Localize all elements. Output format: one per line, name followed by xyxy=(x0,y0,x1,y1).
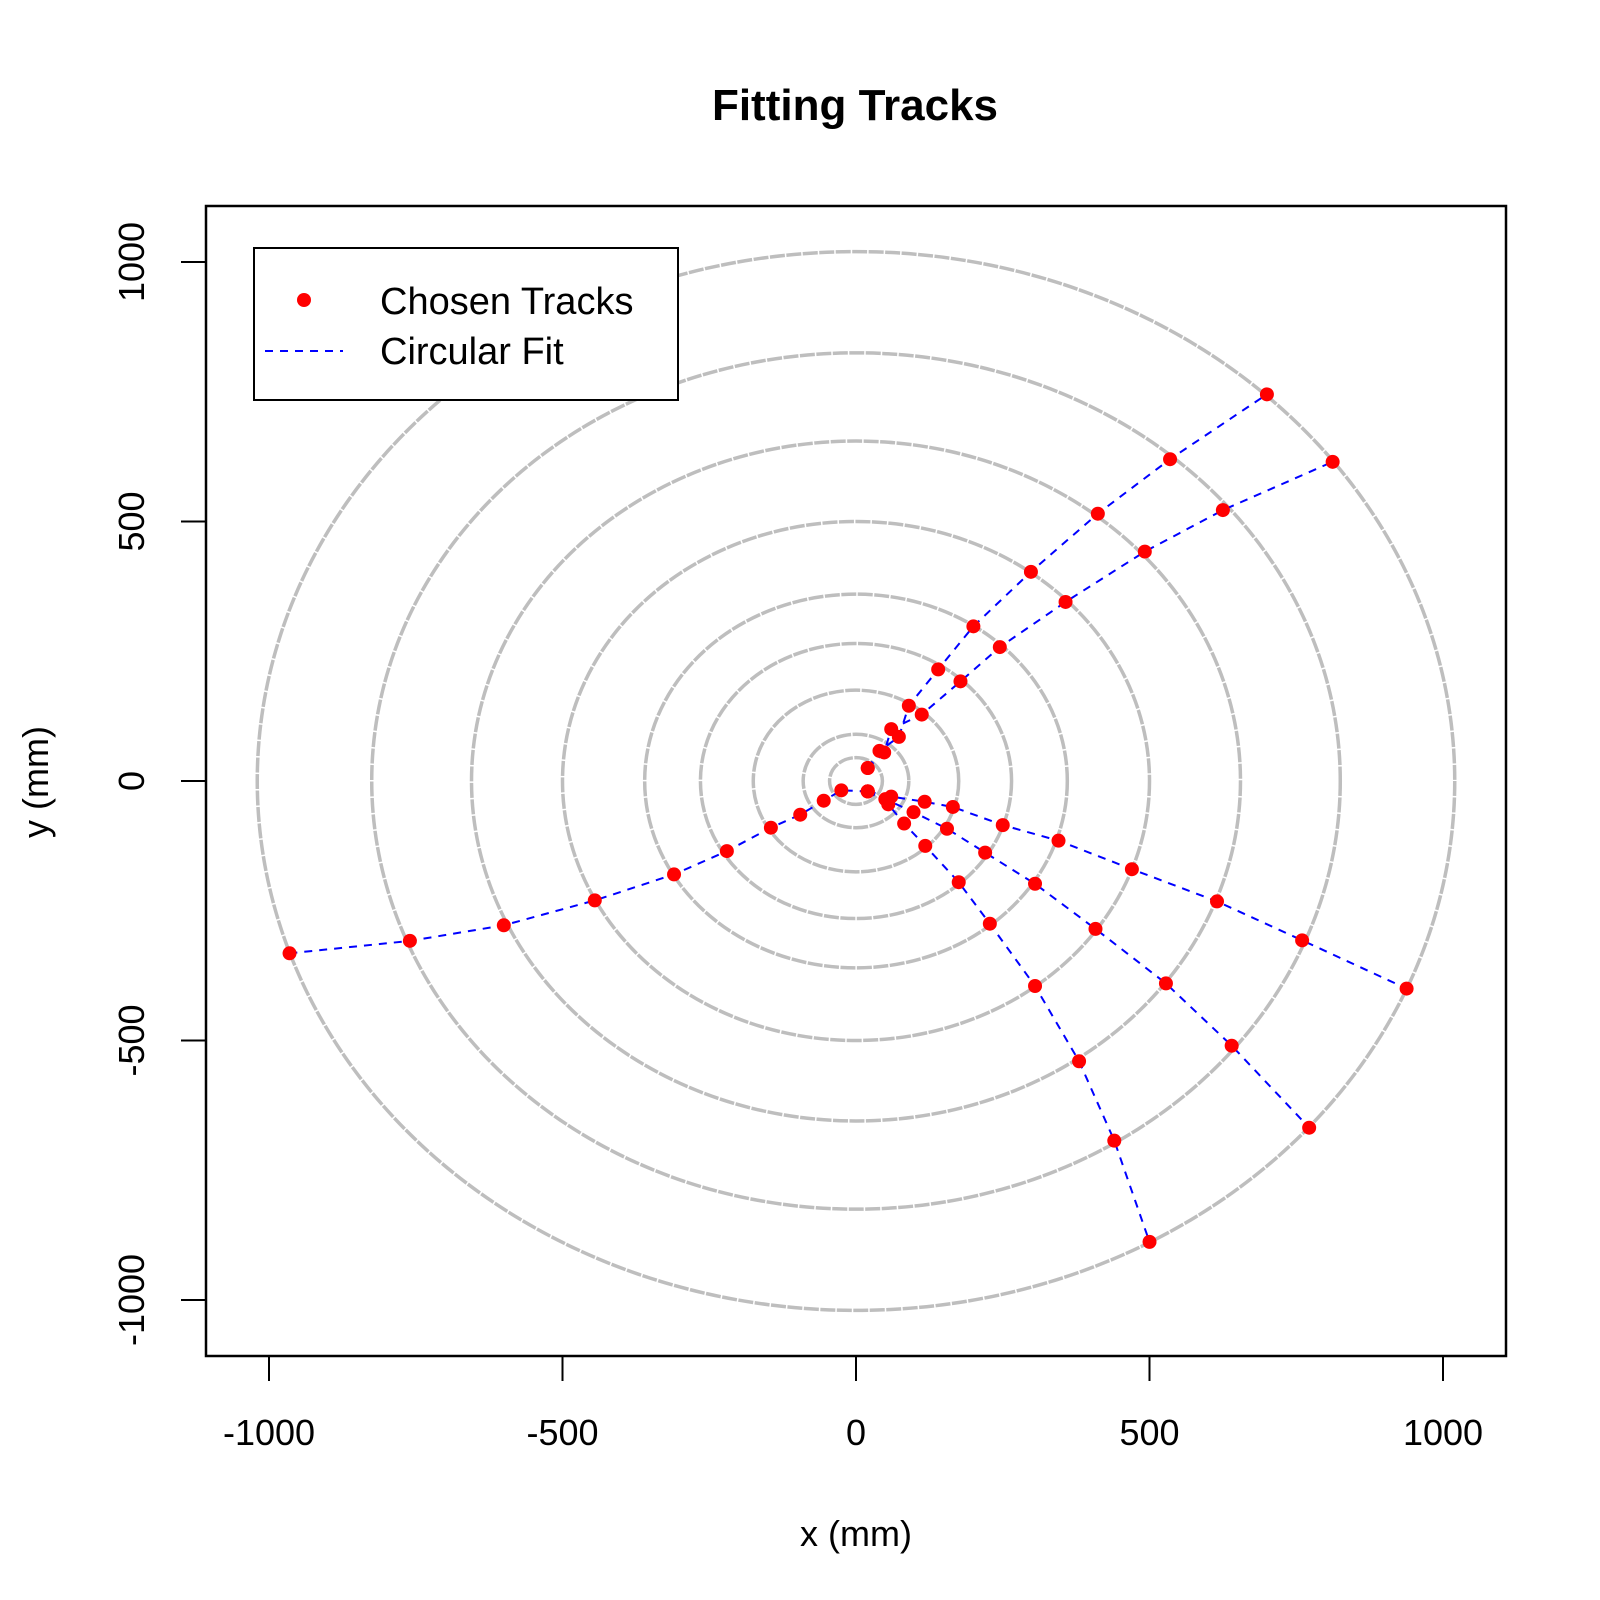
track-point xyxy=(282,946,297,961)
circular-fit-line-4 xyxy=(867,790,1310,1129)
track-point xyxy=(939,821,954,836)
circular-fit-line-6 xyxy=(289,789,868,955)
x-tick-label: -500 xyxy=(526,1412,598,1453)
x-tick-label: 500 xyxy=(1119,1412,1179,1453)
track-point xyxy=(834,783,849,798)
detector-ring-9 xyxy=(255,249,1457,1313)
track-point xyxy=(906,805,921,820)
legend-point-marker xyxy=(297,293,311,307)
detector-ring-7 xyxy=(469,439,1243,1123)
x-axis-label: x (mm) xyxy=(800,1513,912,1554)
track-point xyxy=(1158,976,1173,991)
track-point xyxy=(877,745,892,760)
track-point xyxy=(1124,862,1139,877)
track-point xyxy=(1163,452,1178,467)
track-point xyxy=(496,918,511,933)
track-point xyxy=(978,845,993,860)
detector-ring-8 xyxy=(369,351,1343,1211)
track-point xyxy=(793,807,808,822)
circular-fit-lines xyxy=(289,393,1408,1243)
y-tick-label: 500 xyxy=(111,491,152,551)
track-point xyxy=(951,875,966,890)
track-point xyxy=(1058,594,1073,609)
track-point xyxy=(763,820,778,835)
y-axis-label: y (mm) xyxy=(15,726,56,838)
track-point xyxy=(914,707,929,722)
chosen-track-points xyxy=(282,387,1414,1249)
x-axis: -1000 -500 0 500 1000 xyxy=(223,1356,1483,1453)
track-point xyxy=(1090,506,1105,521)
legend-box xyxy=(253,247,679,401)
track-point xyxy=(966,619,981,634)
circular-fit-line-5 xyxy=(867,790,1151,1243)
legend-label-circular-fit: Circular Fit xyxy=(380,331,564,373)
detector-ring-5 xyxy=(642,592,1070,970)
detector-ring-3 xyxy=(751,688,961,874)
track-point xyxy=(1210,894,1225,909)
track-point xyxy=(1399,981,1414,996)
track-point xyxy=(816,793,831,808)
track-point xyxy=(1224,1038,1239,1053)
x-tick-label: -1000 xyxy=(223,1412,315,1453)
track-point xyxy=(1137,544,1152,559)
track-point xyxy=(860,784,875,799)
circular-fit-line-3 xyxy=(867,790,1408,990)
detector-ring-6 xyxy=(560,519,1152,1043)
detector-rings xyxy=(255,249,1457,1313)
track-point xyxy=(402,933,417,948)
track-point xyxy=(995,818,1010,833)
track-point xyxy=(1142,1234,1157,1249)
track-point xyxy=(1072,1054,1087,1069)
track-point xyxy=(1259,387,1274,402)
detector-ring-2 xyxy=(801,732,911,830)
track-point xyxy=(1028,979,1043,994)
track-point xyxy=(918,838,933,853)
track-point xyxy=(1107,1133,1122,1148)
track-point xyxy=(1088,921,1103,936)
track-point xyxy=(587,893,602,908)
circular-fit-line-1 xyxy=(866,393,1268,769)
track-point xyxy=(992,640,1007,655)
legend-label-chosen-tracks: Chosen Tracks xyxy=(380,281,633,323)
track-point xyxy=(1051,833,1066,848)
y-axis: 1000 500 0 -500 -1000 xyxy=(111,222,206,1346)
y-tick-label: -1000 xyxy=(111,1254,152,1346)
detector-ring-1 xyxy=(827,755,885,807)
track-point xyxy=(884,722,899,737)
track-point xyxy=(953,674,968,689)
chart-title: Fitting Tracks xyxy=(712,81,998,130)
track-point xyxy=(901,698,916,713)
y-tick-label: 1000 xyxy=(111,222,152,302)
track-point xyxy=(881,797,896,812)
track-point xyxy=(1023,564,1038,579)
y-tick-label: -500 xyxy=(111,1004,152,1076)
track-point xyxy=(860,761,875,776)
legend: Chosen Tracks Circular Fit xyxy=(253,247,679,401)
track-point xyxy=(945,799,960,814)
track-point xyxy=(719,844,734,859)
circular-fit-line-2 xyxy=(867,460,1334,769)
track-point xyxy=(1302,1120,1317,1135)
track-point xyxy=(1215,503,1230,518)
x-tick-label: 0 xyxy=(846,1412,866,1453)
track-point xyxy=(1325,454,1340,469)
track-point xyxy=(667,867,682,882)
track-point xyxy=(917,794,932,809)
track-point xyxy=(982,916,997,931)
track-point xyxy=(897,816,912,831)
track-point xyxy=(1028,876,1043,891)
track-point xyxy=(1295,933,1310,948)
track-point xyxy=(931,662,946,677)
y-tick-label: 0 xyxy=(111,771,152,791)
detector-ring-4 xyxy=(698,641,1014,921)
x-tick-label: 1000 xyxy=(1403,1412,1483,1453)
